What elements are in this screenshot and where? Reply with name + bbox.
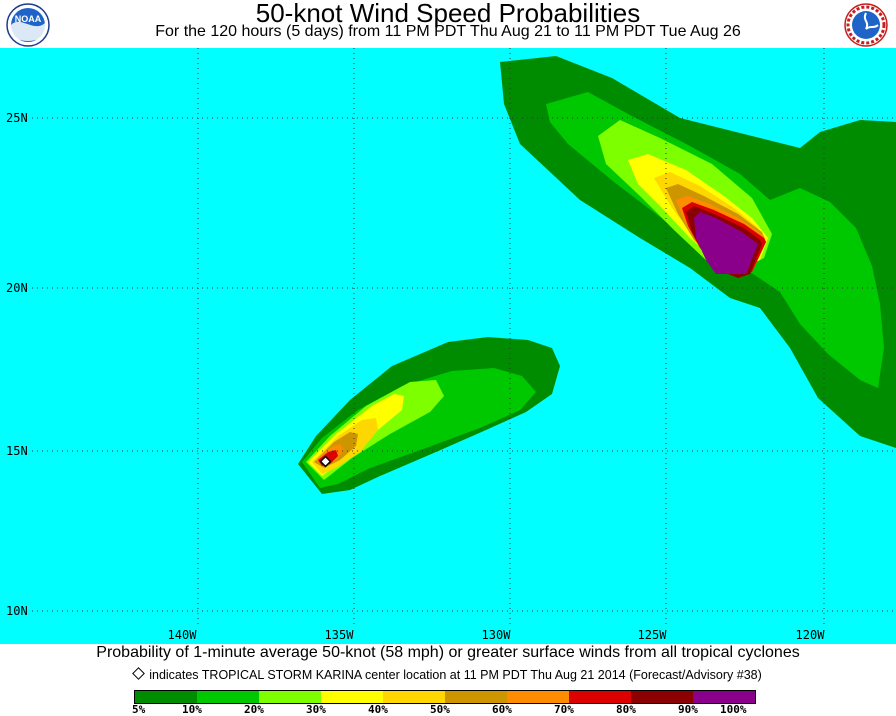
legend-label: 5% bbox=[132, 703, 146, 716]
northeast-probability-plume bbox=[500, 56, 896, 448]
legend-swatch bbox=[445, 691, 507, 703]
lon-label-120w: 120W bbox=[795, 628, 825, 642]
lon-label-135w: 135W bbox=[324, 628, 354, 642]
lat-lon-grid bbox=[32, 48, 896, 628]
legend-swatch bbox=[259, 691, 321, 703]
legend-label: 10% bbox=[182, 703, 202, 716]
noaa-logo: NOAA bbox=[6, 3, 50, 47]
lon-label-140w: 140W bbox=[167, 628, 197, 642]
legend-label: 80% bbox=[616, 703, 636, 716]
legend-label: 50% bbox=[430, 703, 450, 716]
legend-swatch bbox=[135, 691, 197, 703]
storm-note: indicates TROPICAL STORM KARINA center l… bbox=[0, 667, 896, 682]
map-subtitle: For the 120 hours (5 days) from 11 PM PD… bbox=[155, 23, 741, 40]
lon-label-125w: 125W bbox=[637, 628, 667, 642]
lat-label-10n: 10N bbox=[6, 604, 28, 618]
legend-swatch bbox=[693, 691, 755, 703]
nws-logo bbox=[844, 3, 888, 47]
legend-swatch bbox=[383, 691, 445, 703]
legend-label: 90% bbox=[678, 703, 698, 716]
map-caption: Probability of 1-minute average 50-knot … bbox=[96, 644, 800, 661]
storm-note-text: indicates TROPICAL STORM KARINA center l… bbox=[149, 668, 762, 682]
legend-swatch bbox=[197, 691, 259, 703]
legend-swatch bbox=[507, 691, 569, 703]
lon-label-130w: 130W bbox=[481, 628, 511, 642]
map-canvas bbox=[0, 48, 896, 644]
legend-swatch bbox=[631, 691, 693, 703]
legend-label: 40% bbox=[368, 703, 388, 716]
lat-label-20n: 20N bbox=[6, 281, 28, 295]
legend-label: 60% bbox=[492, 703, 512, 716]
legend-swatch bbox=[569, 691, 631, 703]
probability-map bbox=[0, 48, 896, 644]
map-title: 50-knot Wind Speed Probabilities bbox=[255, 0, 641, 28]
legend-label: 30% bbox=[306, 703, 326, 716]
legend-label: 100% bbox=[720, 703, 747, 716]
legend-label: 20% bbox=[244, 703, 264, 716]
legend-label: 70% bbox=[554, 703, 574, 716]
lat-label-25n: 25N bbox=[6, 111, 28, 125]
legend-swatch bbox=[321, 691, 383, 703]
probability-legend bbox=[134, 690, 756, 704]
storm-center-marker bbox=[319, 455, 332, 468]
diamond-icon bbox=[132, 667, 146, 680]
lat-label-15n: 15N bbox=[6, 444, 28, 458]
svg-text:NOAA: NOAA bbox=[15, 14, 42, 24]
